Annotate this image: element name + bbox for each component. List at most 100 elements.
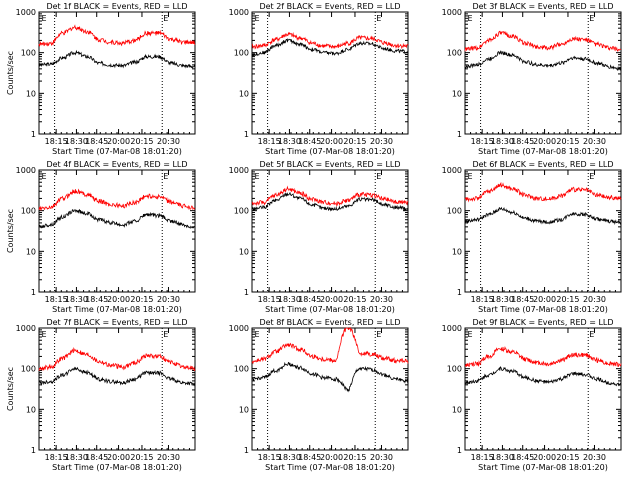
x-tick-label: 20:15 xyxy=(343,137,366,146)
y-tick-label: 100 xyxy=(234,207,249,216)
plot-frame xyxy=(464,327,622,451)
x-tick-label: 20:30 xyxy=(583,295,606,304)
panel-title: Det 7f BLACK = Events, RED = LLD xyxy=(46,318,187,327)
panel-title: Det 3f BLACK = Events, RED = LLD xyxy=(472,2,613,11)
y-tick-label: 10 xyxy=(239,89,249,98)
x-axis-label: Start Time (07-Mar-08 18:01:20) xyxy=(478,463,608,472)
x-tick-label: 20:00 xyxy=(320,137,343,146)
marker-label: E xyxy=(163,172,168,181)
x-tick-label: 20:30 xyxy=(370,453,393,462)
panel-title: Det 4f BLACK = Events, RED = LLD xyxy=(46,160,187,169)
marker-label: E xyxy=(42,172,47,181)
y-tick-label: 10 xyxy=(452,405,462,414)
y-tick-label: 1 xyxy=(31,130,36,139)
marker-label: E xyxy=(589,14,594,23)
x-tick-label: 20:15 xyxy=(343,453,366,462)
panel-title: Det 5f BLACK = Events, RED = LLD xyxy=(259,160,400,169)
x-tick-label: 18:45 xyxy=(85,295,108,304)
plot-frame xyxy=(464,11,622,135)
plot-frame xyxy=(251,11,409,135)
marker-label: E xyxy=(468,14,473,23)
x-tick-label: 20:30 xyxy=(370,137,393,146)
y-tick-label: 1000 xyxy=(442,324,462,333)
panel-title: Det 1f BLACK = Events, RED = LLD xyxy=(46,2,187,11)
y-tick-label: 10 xyxy=(239,405,249,414)
plot-frame xyxy=(464,169,622,293)
detector-panel: Det 8f BLACK = Events, RED = LLD 1 10 100 10… xyxy=(229,318,409,472)
x-tick-label: 18:45 xyxy=(85,453,108,462)
y-tick-label: 10 xyxy=(452,89,462,98)
events-series-line xyxy=(464,206,622,226)
x-tick-label: 18:15 xyxy=(258,137,281,146)
events-series-line xyxy=(251,361,409,393)
y-axis-label: Counts/sec xyxy=(6,367,15,411)
x-tick-label: 20:15 xyxy=(130,295,153,304)
detector-panel: Det 5f BLACK = Events, RED = LLD 1 10 100 10… xyxy=(229,160,409,314)
marker-label: E xyxy=(376,330,381,339)
marker-label: E xyxy=(42,14,47,23)
y-tick-label: 100 xyxy=(21,365,36,374)
x-tick-label: 18:30 xyxy=(65,453,88,462)
x-tick-label: 18:15 xyxy=(471,453,494,462)
lld-series-line xyxy=(251,185,409,207)
detector-panel: Det 2f BLACK = Events, RED = LLD 1 10 100 10… xyxy=(229,2,409,156)
marker-label: E xyxy=(468,330,473,339)
detector-panel: Det 9f BLACK = Events, RED = LLD 1 10 100 10… xyxy=(442,318,622,472)
x-tick-label: 20:15 xyxy=(556,453,579,462)
x-axis-label: Start Time (07-Mar-08 18:01:20) xyxy=(265,147,395,156)
x-tick-label: 18:45 xyxy=(298,137,321,146)
x-tick-label: 20:30 xyxy=(157,137,180,146)
marker-label: E xyxy=(589,330,594,339)
x-tick-label: 18:30 xyxy=(491,137,514,146)
marker-label: E xyxy=(255,14,260,23)
panel-title: Det 9f BLACK = Events, RED = LLD xyxy=(472,318,613,327)
x-tick-label: 20:30 xyxy=(583,137,606,146)
plot-frame xyxy=(38,11,196,135)
lld-series-line xyxy=(251,31,409,50)
y-tick-label: 1000 xyxy=(16,166,36,175)
x-tick-label: 20:15 xyxy=(343,295,366,304)
x-axis-label: Start Time (07-Mar-08 18:01:20) xyxy=(52,147,182,156)
x-tick-label: 20:15 xyxy=(556,137,579,146)
x-tick-label: 18:15 xyxy=(258,295,281,304)
y-tick-label: 1000 xyxy=(442,8,462,17)
y-tick-label: 1 xyxy=(457,130,462,139)
marker-label: E xyxy=(468,172,473,181)
detector-panel: Det 6f BLACK = Events, RED = LLD 1 10 100 10… xyxy=(442,160,622,314)
x-tick-label: 18:15 xyxy=(471,137,494,146)
y-tick-label: 1 xyxy=(31,446,36,455)
y-tick-label: 100 xyxy=(21,49,36,58)
x-tick-label: 20:00 xyxy=(320,453,343,462)
x-tick-label: 18:15 xyxy=(45,295,68,304)
marker-label: E xyxy=(589,172,594,181)
y-tick-label: 1000 xyxy=(442,166,462,175)
plot-frame xyxy=(251,169,409,293)
plot-frame xyxy=(38,169,196,293)
events-series-line xyxy=(251,38,409,58)
y-tick-label: 10 xyxy=(26,89,36,98)
x-tick-label: 20:30 xyxy=(157,453,180,462)
x-tick-label: 18:45 xyxy=(511,137,534,146)
events-series-line xyxy=(464,366,622,387)
x-tick-label: 20:00 xyxy=(533,295,556,304)
x-tick-label: 20:00 xyxy=(107,453,130,462)
marker-label: E xyxy=(163,14,168,23)
x-axis-label: Start Time (07-Mar-08 18:01:20) xyxy=(52,463,182,472)
x-tick-label: 20:00 xyxy=(533,137,556,146)
panel-title: Det 8f BLACK = Events, RED = LLD xyxy=(259,318,400,327)
x-tick-label: 18:45 xyxy=(298,453,321,462)
x-tick-label: 18:30 xyxy=(65,137,88,146)
plot-frame xyxy=(38,327,196,451)
x-tick-label: 20:30 xyxy=(583,453,606,462)
x-tick-label: 20:15 xyxy=(130,137,153,146)
y-tick-label: 1000 xyxy=(229,166,249,175)
lld-series-line xyxy=(464,181,622,203)
x-tick-label: 20:15 xyxy=(130,453,153,462)
y-tick-label: 1 xyxy=(244,446,249,455)
marker-label: E xyxy=(255,172,260,181)
y-tick-label: 10 xyxy=(452,247,462,256)
y-tick-label: 1000 xyxy=(16,324,36,333)
y-tick-label: 1 xyxy=(457,288,462,297)
y-tick-label: 10 xyxy=(26,405,36,414)
